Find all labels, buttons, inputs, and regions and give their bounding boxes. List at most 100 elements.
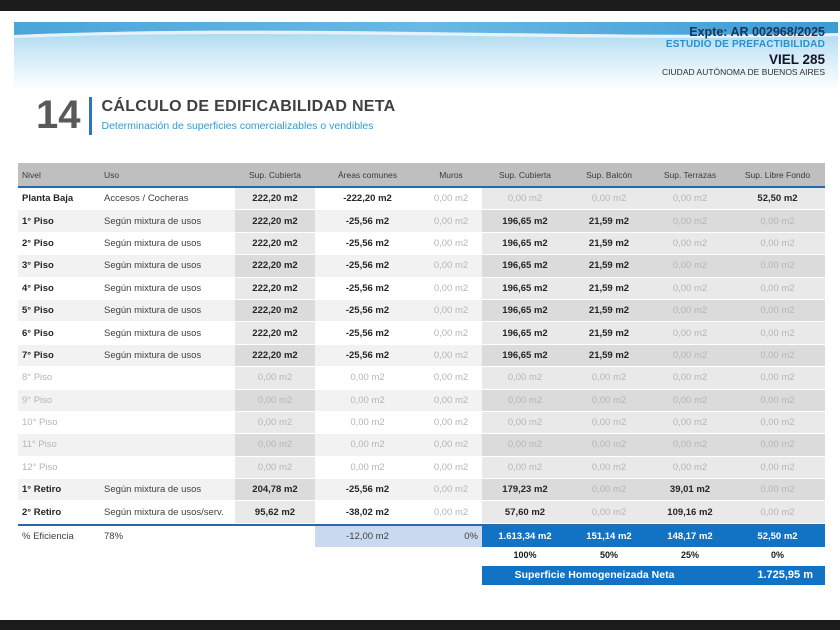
col-header-nivel: Nivel [18,163,100,186]
cell-sup-terrazas: 39,01 m2 [650,479,730,502]
cell-areas-comunes: -25,56 m2 [315,299,420,323]
cell-sup-terrazas: 0,00 m2 [650,322,730,345]
cell-sup-cubierta: 95,62 m2 [235,501,315,524]
cell-nivel: 2° Retiro [18,501,100,524]
cell-areas-comunes: -38,02 m2 [315,501,420,524]
cell-uso [100,412,235,435]
col-header-muros: Muros [420,163,482,186]
cell-sup-cubierta2: 196,65 m2 [482,344,568,368]
col-header-uso: Uso [100,163,235,186]
banner-swoosh-graphic [14,22,838,90]
pct-sup-cubierta: 100% [513,550,537,561]
cell-muros: 0,00 m2 [420,322,482,345]
section-title-block: 14 CÁLCULO DE EDIFICABILIDAD NETA Determ… [36,95,396,135]
cell-uso: Según mixtura de usos [100,322,235,345]
cell-uso: Según mixtura de usos [100,479,235,502]
cell-muros: 0,00 m2 [420,412,482,435]
cell-sup-balcon: 0,00 m2 [568,434,650,457]
cell-sup-libre-fondo: 0,00 m2 [730,367,825,390]
cell-sup-cubierta2: 0,00 m2 [482,456,568,480]
cell-nivel: 12° Piso [18,457,100,480]
cell-sup-balcon: 21,59 m2 [568,299,650,323]
pct-sup-balcon: 50% [599,550,618,561]
cell-muros: 0,00 m2 [420,188,482,211]
col-header-sup-cubierta-2: Sup. Cubierta [482,163,568,186]
cell-nivel: 3° Piso [18,255,100,278]
cell-nivel: 5° Piso [18,299,100,323]
cell-sup-libre-fondo: 0,00 m2 [730,389,825,412]
cell-uso [100,434,235,457]
cell-sup-cubierta: 222,20 m2 [235,188,315,211]
cell-uso: Según mixtura de usos [100,299,235,323]
buildability-table: Nivel Uso Sup. Cubierta Áreas comunes Mu… [18,163,825,585]
cell-muros: 0,00 m2 [420,255,482,278]
cell-uso [100,367,235,390]
col-header-sup-balcon: Sup. Balcón [568,163,650,186]
cell-muros: 0,00 m2 [420,501,482,524]
cell-sup-balcon: 0,00 m2 [568,501,650,524]
cell-sup-terrazas: 0,00 m2 [650,299,730,323]
cell-nivel: 11° Piso [18,434,100,457]
city-label: CIUDAD AUTÓNOMA DE BUENOS AIRES [662,67,825,78]
cell-sup-cubierta2: 0,00 m2 [482,389,568,412]
cell-areas-comunes: -25,56 m2 [315,210,420,233]
cell-areas-comunes: 0,00 m2 [315,412,420,435]
col-header-sup-terrazas: Sup. Terrazas [650,163,730,186]
cell-muros: 0,00 m2 [420,278,482,300]
cell-sup-balcon: 0,00 m2 [568,479,650,502]
cell-sup-terrazas: 0,00 m2 [650,367,730,390]
cell-nivel: 1° Retiro [18,479,100,502]
cell-sup-libre-fondo: 0,00 m2 [730,277,825,300]
col-header-sup-cubierta: Sup. Cubierta [235,163,315,186]
cell-sup-cubierta2: 196,65 m2 [482,322,568,345]
cell-areas-comunes: -25,56 m2 [315,322,420,345]
cell-sup-cubierta2: 196,65 m2 [482,277,568,300]
cell-sup-terrazas: 0,00 m2 [650,277,730,300]
efficiency-muros: 0% [420,525,482,548]
document-page: Expte: AR 002968/2025 ESTUDIO DE PREFACT… [0,11,840,620]
total-sup-balcon: 151,14 m2 [568,525,650,548]
page-title: CÁLCULO DE EDIFICABILIDAD NETA [101,98,396,115]
cell-areas-comunes: -25,56 m2 [315,278,420,300]
cell-sup-cubierta: 204,78 m2 [235,479,315,502]
cell-nivel: 10° Piso [18,412,100,435]
cell-nivel: 4° Piso [18,278,100,300]
cell-nivel: 9° Piso [18,389,100,412]
cell-sup-terrazas: 0,00 m2 [650,344,730,368]
cell-sup-cubierta: 222,20 m2 [235,277,315,300]
pct-sup-terrazas: 25% [680,550,699,561]
cell-sup-balcon: 21,59 m2 [568,277,650,300]
cell-sup-libre-fondo: 0,00 m2 [730,501,825,524]
cell-sup-cubierta2: 0,00 m2 [482,434,568,457]
cell-uso: Según mixtura de usos [100,278,235,300]
cell-nivel: 6° Piso [18,322,100,345]
cell-sup-libre-fondo: 0,00 m2 [730,299,825,323]
cell-uso: Según mixtura de usos [100,255,235,278]
cell-nivel: Planta Baja [18,188,100,211]
cell-areas-comunes: 0,00 m2 [315,457,420,480]
table-body: Planta Baja Accesos / Cocheras 222,20 m2 -2… [18,188,825,524]
cell-sup-libre-fondo: 0,00 m2 [730,232,825,256]
cell-muros: 0,00 m2 [420,479,482,502]
cell-sup-cubierta2: 0,00 m2 [482,367,568,390]
expediente-number: Expte: AR 002968/2025 [689,25,825,39]
total-sup-cubierta: 1.613,34 m2 [482,525,568,548]
cell-sup-cubierta: 0,00 m2 [235,367,315,390]
cell-areas-comunes: 0,00 m2 [315,367,420,390]
header-text-block: Expte: AR 002968/2025 ESTUDIO DE PREFACT… [662,25,825,78]
cell-muros: 0,00 m2 [420,344,482,368]
cell-nivel: 8° Piso [18,367,100,390]
cell-sup-cubierta: 222,20 m2 [235,210,315,233]
cell-muros: 0,00 m2 [420,210,482,233]
cell-sup-cubierta: 0,00 m2 [235,434,315,457]
cell-sup-libre-fondo: 0,00 m2 [730,411,825,435]
cell-areas-comunes: -222,20 m2 [315,188,420,211]
cell-sup-cubierta: 222,20 m2 [235,232,315,256]
cell-sup-terrazas: 0,00 m2 [650,456,730,480]
pct-sup-libre-fondo: 0% [770,550,784,561]
cell-uso: Según mixtura de usos [100,344,235,368]
bottom-letterbox-bar [0,620,840,630]
cell-sup-cubierta2: 57,60 m2 [482,501,568,524]
cell-sup-cubierta2: 196,65 m2 [482,299,568,323]
